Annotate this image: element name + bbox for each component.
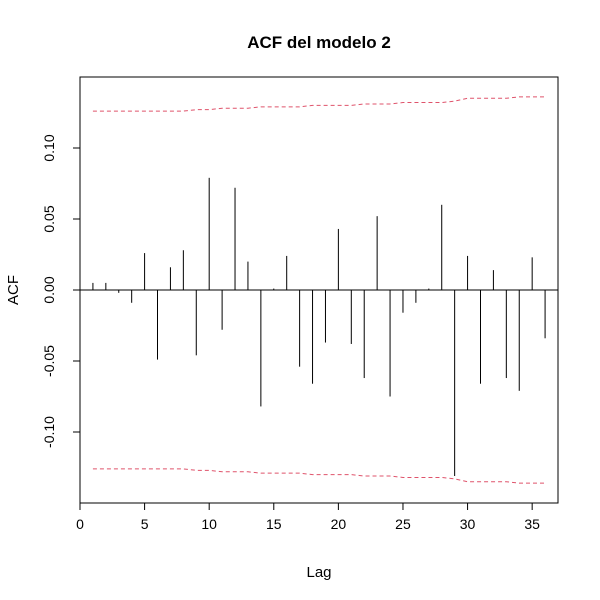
x-axis-label: Lag <box>306 564 331 581</box>
x-tick-label: 5 <box>141 516 149 532</box>
x-tick-label: 30 <box>460 516 476 532</box>
y-tick-label: -0.10 <box>41 416 57 448</box>
x-tick-label: 20 <box>331 516 347 532</box>
x-tick-label: 15 <box>266 516 282 532</box>
ci-upper-line <box>92 96 546 112</box>
x-tick-label: 25 <box>395 516 411 532</box>
chart-title: ACF del modelo 2 <box>247 33 391 52</box>
y-tick-label: 0.00 <box>41 276 57 303</box>
y-tick-label: 0.10 <box>41 134 57 161</box>
y-axis-label: ACF <box>5 275 22 305</box>
x-tick-label: 35 <box>524 516 540 532</box>
ci-lower-line <box>92 468 546 484</box>
y-axis: -0.10 -0.05 0.00 0.05 0.10 <box>41 134 81 448</box>
x-axis: 0 5 10 15 20 25 30 35 <box>76 502 540 532</box>
y-tick-label: -0.05 <box>41 345 57 377</box>
plot-area <box>80 96 558 484</box>
y-tick-label: 0.05 <box>41 205 57 232</box>
x-tick-label: 0 <box>76 516 84 532</box>
x-tick-label: 10 <box>201 516 217 532</box>
